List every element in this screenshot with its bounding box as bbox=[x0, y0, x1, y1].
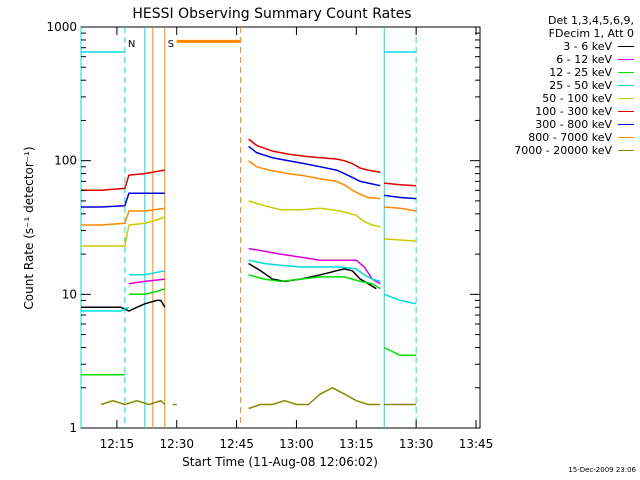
series-line bbox=[248, 259, 381, 283]
x-tick-label: 13:45 bbox=[459, 437, 494, 451]
series-line bbox=[248, 247, 381, 285]
series-line bbox=[248, 262, 377, 290]
series-line bbox=[248, 387, 381, 410]
legend-entry: 12 - 25 keV bbox=[484, 66, 634, 79]
series-line bbox=[128, 288, 166, 296]
legend-entry: 25 - 50 keV bbox=[484, 79, 634, 92]
series-line bbox=[81, 192, 165, 208]
legend-swatch bbox=[618, 124, 634, 125]
legend-entry: 800 - 7000 keV bbox=[484, 131, 634, 144]
x-tick-label: 12:15 bbox=[100, 437, 135, 451]
y-axis-label: Count Rate (s⁻¹ detector⁻¹) bbox=[22, 146, 36, 309]
legend: Det 1,3,4,5,6,9, FDecim 1, Att 0 3 - 6 k… bbox=[484, 14, 634, 157]
series-line bbox=[81, 169, 165, 192]
series-line bbox=[383, 346, 417, 357]
series-layer bbox=[81, 51, 417, 410]
legend-swatch bbox=[618, 111, 634, 112]
series-line bbox=[248, 160, 381, 200]
legend-label: 25 - 50 keV bbox=[549, 79, 612, 92]
series-line bbox=[100, 399, 166, 406]
legend-entry: 50 - 100 keV bbox=[484, 92, 634, 105]
x-axis-ticks: 12:15 12:30 12:45 13:00 13:15 13:30 13:45 bbox=[100, 27, 494, 451]
series-line bbox=[248, 138, 381, 173]
legend-label: 50 - 100 keV bbox=[542, 92, 612, 105]
x-tick-label: 13:15 bbox=[339, 437, 374, 451]
legend-label: 800 - 7000 keV bbox=[528, 131, 612, 144]
x-tick-label: 12:30 bbox=[159, 437, 194, 451]
legend-title-line: FDecim 1, Att 0 bbox=[548, 27, 634, 40]
plot-frame bbox=[80, 26, 481, 429]
legend-swatch bbox=[618, 85, 634, 86]
flag-marker: S bbox=[168, 39, 174, 50]
chart-title: HESSI Observing Summary Count Rates bbox=[132, 6, 411, 22]
series-line bbox=[384, 194, 417, 200]
legend-swatch bbox=[618, 59, 634, 60]
verticals-layer bbox=[80, 27, 417, 428]
series-line bbox=[81, 207, 165, 226]
series-line bbox=[81, 299, 166, 312]
y-tick-label: 10 bbox=[62, 287, 77, 301]
series-line bbox=[128, 278, 165, 285]
series-line bbox=[384, 238, 417, 242]
legend-entry: 3 - 6 keV bbox=[484, 40, 634, 53]
x-tick-label: 13:00 bbox=[279, 437, 314, 451]
series-line bbox=[384, 182, 417, 187]
legend-entry: 100 - 300 keV bbox=[484, 105, 634, 118]
legend-label: 6 - 12 keV bbox=[556, 53, 612, 66]
legend-swatch bbox=[618, 137, 634, 138]
legend-entry: 7000 - 20000 keV bbox=[484, 144, 634, 157]
series-line bbox=[128, 270, 165, 276]
y-tick-label: 1000 bbox=[46, 20, 77, 34]
flag-marker: N bbox=[128, 39, 135, 50]
series-line bbox=[81, 216, 166, 247]
y-tick-label: 1 bbox=[69, 421, 77, 435]
legend-label: 300 - 800 keV bbox=[535, 118, 612, 131]
legend-entry: 6 - 12 keV bbox=[484, 53, 634, 66]
series-line bbox=[81, 306, 130, 312]
timestamp: 15-Dec-2009 23:06 bbox=[568, 466, 636, 474]
legend-swatch bbox=[618, 72, 634, 73]
legend-label: 7000 - 20000 keV bbox=[514, 144, 612, 157]
y-axis-ticks: 1 10 100 1000 bbox=[46, 20, 480, 435]
legend-swatch bbox=[618, 150, 634, 151]
x-axis-label: Start Time (11-Aug-08 12:06:02) bbox=[182, 455, 378, 469]
legend-swatch bbox=[618, 98, 634, 99]
x-tick-label: 12:45 bbox=[219, 437, 254, 451]
legend-label: 12 - 25 keV bbox=[549, 66, 612, 79]
y-tick-label: 100 bbox=[54, 154, 77, 168]
legend-entries: 3 - 6 keV 6 - 12 keV 12 - 25 keV 25 - 50 ke… bbox=[484, 40, 634, 157]
series-line bbox=[248, 200, 381, 228]
series-line bbox=[384, 206, 417, 212]
legend-entry: 300 - 800 keV bbox=[484, 118, 634, 131]
x-tick-label: 13:30 bbox=[399, 437, 434, 451]
series-line bbox=[248, 145, 381, 187]
legend-swatch bbox=[618, 46, 634, 47]
legend-title-line: Det 1,3,4,5,6,9, bbox=[547, 14, 634, 27]
legend-label: 100 - 300 keV bbox=[535, 105, 612, 118]
series-line bbox=[248, 274, 381, 290]
legend-label: 3 - 6 keV bbox=[563, 40, 612, 53]
series-line bbox=[383, 293, 417, 305]
